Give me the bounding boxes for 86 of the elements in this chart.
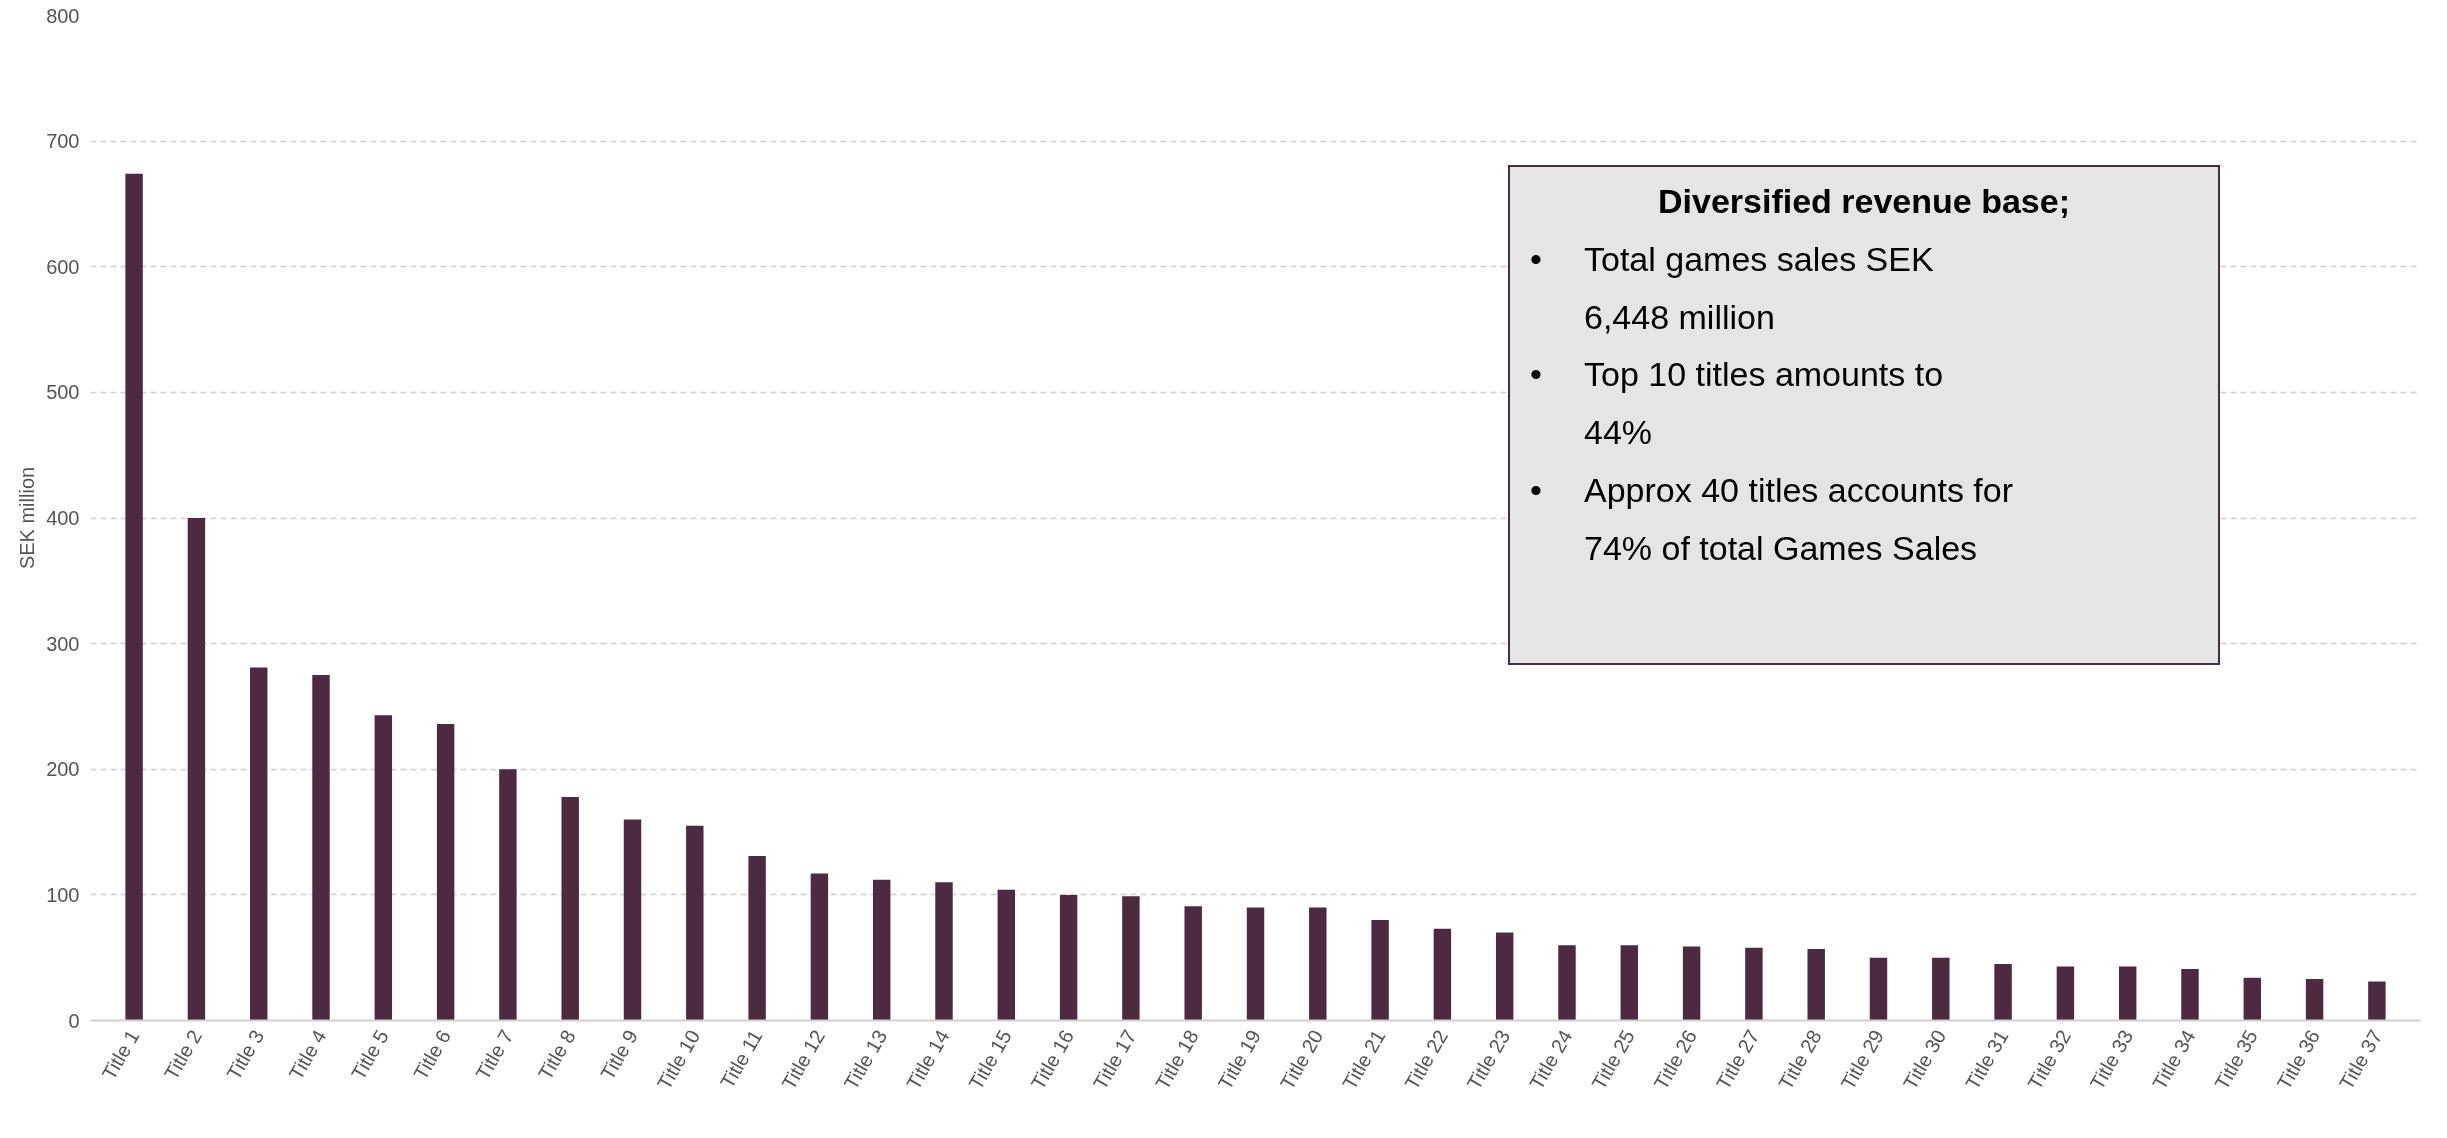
x-tick-label: Title 31 <box>1961 1026 2013 1094</box>
x-tick-label: Title 32 <box>2023 1026 2075 1094</box>
bar <box>686 825 704 1021</box>
y-tick-label: 700 <box>46 130 80 153</box>
x-tick-label: Title 33 <box>2085 1026 2138 1094</box>
bar <box>1059 894 1078 1021</box>
x-tick-label: Title 3 <box>222 1025 269 1084</box>
bar <box>1932 957 1950 1021</box>
bar <box>561 796 579 1021</box>
bar <box>1184 906 1202 1021</box>
y-axis-title: SEK million <box>16 466 39 570</box>
x-tick-label: Title 19 <box>1213 1026 1266 1094</box>
bar <box>1558 945 1576 1021</box>
bar <box>935 882 953 1021</box>
bar <box>997 889 1016 1021</box>
x-tick-label: Title 7 <box>471 1025 518 1084</box>
bar <box>1745 947 1763 1021</box>
bar <box>2368 981 2386 1021</box>
x-tick-label: Title 9 <box>596 1025 643 1084</box>
bar <box>2056 966 2075 1021</box>
y-tick-label: 600 <box>46 255 80 278</box>
x-tick-label: Title 2 <box>160 1025 206 1084</box>
x-tick-label: Title 17 <box>1088 1026 1141 1094</box>
x-tick-label: Title 28 <box>1774 1026 1826 1094</box>
bar <box>1433 928 1452 1021</box>
bar <box>374 715 393 1021</box>
bar <box>1869 957 1888 1021</box>
y-tick-label: 300 <box>46 632 80 655</box>
x-tick-label: Title 18 <box>1151 1026 1203 1094</box>
x-tick-label: Title 34 <box>2148 1026 2200 1094</box>
bar <box>1371 920 1389 1021</box>
x-tick-label: Title 4 <box>284 1025 331 1084</box>
y-tick-label: 500 <box>46 381 80 404</box>
x-tick-label: Title 35 <box>2210 1026 2262 1094</box>
x-tick-label: Title 6 <box>409 1025 456 1084</box>
bar <box>1620 945 1639 1021</box>
x-tick-label: Title 12 <box>777 1026 829 1094</box>
bar <box>810 873 829 1021</box>
y-tick-label: 100 <box>46 883 80 906</box>
x-tick-label: Title 21 <box>1338 1026 1390 1094</box>
picture-textbox: Diversified revenue base; • Total games sales SEK 6,448 million • Top 10 titles amounts to 44% • Approx 40 titles accounts for 74% of total Games Sales <box>1508 165 2220 665</box>
bar <box>1309 907 1327 1021</box>
x-tick-label: Title 10 <box>652 1026 705 1094</box>
bar <box>187 518 206 1021</box>
x-tick-label: Title 8 <box>533 1025 580 1084</box>
y-tick-label: 200 <box>46 758 80 781</box>
bar <box>748 855 766 1021</box>
x-tick-label: Title 26 <box>1649 1026 1702 1094</box>
x-tick-label: Title 14 <box>902 1026 954 1094</box>
x-tick-label: Title 24 <box>1525 1026 1577 1094</box>
x-tick-label: Title 16 <box>1026 1026 1079 1094</box>
x-tick-label: Title 37 <box>2334 1026 2387 1094</box>
annotation: Diversified revenue base; <box>1657 181 2071 222</box>
x-tick-label: Title 30 <box>1898 1026 1951 1094</box>
bar <box>1807 948 1825 1021</box>
bar <box>1495 932 1514 1021</box>
x-tick-label: Title 25 <box>1587 1026 1639 1094</box>
x-tick-label: Title 27 <box>1711 1026 1764 1094</box>
bar <box>2181 968 2199 1021</box>
bar <box>1682 946 1701 1021</box>
bar <box>125 173 143 1021</box>
bar <box>1122 896 1140 1021</box>
bar <box>2243 977 2262 1021</box>
bar <box>436 724 455 1021</box>
y-tick-label: 800 <box>46 4 80 27</box>
x-tick-label: Title 5 <box>346 1025 393 1084</box>
bar <box>1994 963 2012 1021</box>
x-tick-label: Title 11 <box>715 1026 767 1092</box>
x-tick-label: Title 23 <box>1462 1026 1515 1094</box>
bar <box>1246 907 1265 1021</box>
bar <box>499 769 517 1021</box>
bar <box>872 879 891 1021</box>
y-tick-label: 400 <box>46 507 80 529</box>
bar <box>623 819 642 1021</box>
bar <box>249 667 268 1021</box>
x-tick-label: Title 36 <box>2272 1026 2325 1094</box>
x-tick-label: Title 22 <box>1400 1026 1452 1094</box>
bar <box>2305 979 2324 1021</box>
x-tick-label: Title 29 <box>1836 1026 1889 1094</box>
bar <box>2118 966 2137 1021</box>
y-tick-label: 0 <box>68 1009 80 1032</box>
bar <box>312 675 330 1021</box>
x-tick-label: Title 1 <box>97 1025 144 1084</box>
x-tick-label: Title 20 <box>1275 1026 1328 1094</box>
x-tick-label: Title 13 <box>839 1026 892 1094</box>
x-tick-label: Title 15 <box>964 1026 1016 1094</box>
